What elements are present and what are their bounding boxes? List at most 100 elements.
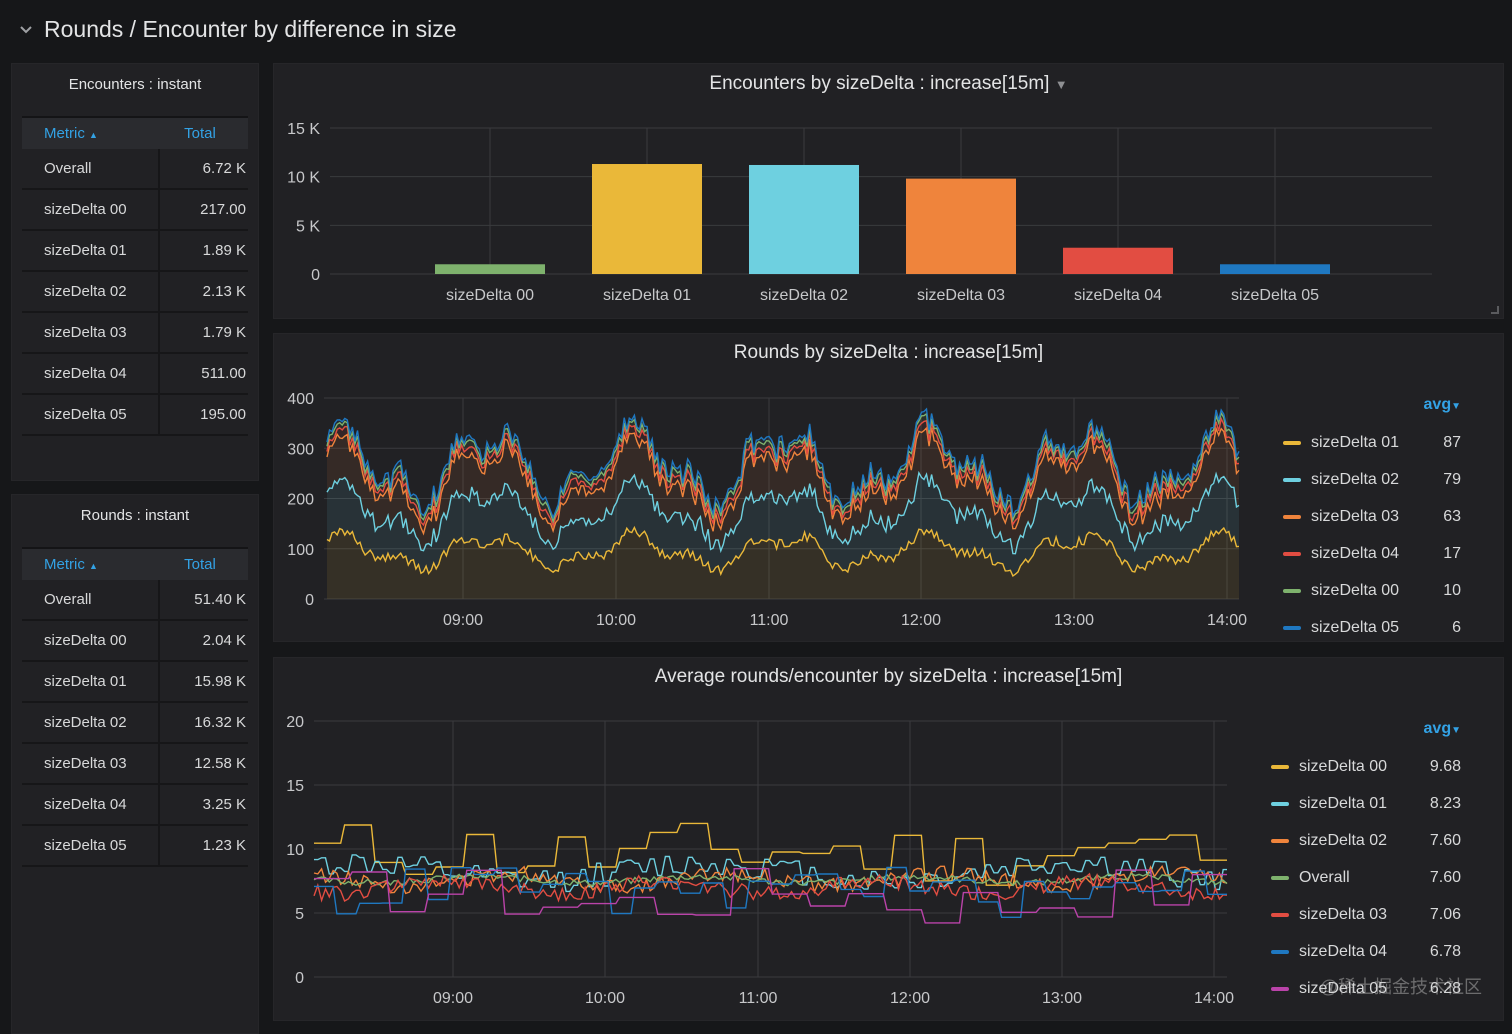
panel-title: Rounds : instant	[80, 507, 190, 524]
legend-series-name[interactable]: Overall	[1299, 868, 1350, 886]
legend-sort-avg[interactable]: avg▼	[1423, 720, 1461, 737]
series-color-swatch[interactable]	[1283, 440, 1301, 445]
series-color-swatch[interactable]	[1271, 764, 1289, 769]
legend-series-name[interactable]: sizeDelta 02	[1311, 470, 1400, 488]
table-row: sizeDelta 04 511.00	[22, 354, 248, 395]
legend-item[interactable]: sizeDelta 02 7.60	[1257, 822, 1489, 859]
legend-item[interactable]: Overall 7.60	[1257, 859, 1489, 896]
metric-column-header[interactable]: Metric ▲	[44, 125, 98, 142]
metric-cell: sizeDelta 03	[22, 744, 160, 783]
series-color-swatch[interactable]	[1271, 838, 1289, 843]
legend-series-name[interactable]: sizeDelta 01	[1299, 794, 1388, 812]
y-tick-label: 0	[305, 592, 314, 609]
series-color-swatch[interactable]	[1271, 949, 1289, 954]
total-cell: 6.72 K	[202, 160, 246, 177]
legend-series-avg: 79	[1443, 470, 1461, 488]
series-color-swatch[interactable]	[1271, 986, 1289, 991]
avg-rounds-line-chart[interactable]: 0 5 10 15 20 09:00 10:00 11:00 12:00 13:00 14:00	[274, 658, 1249, 1022]
series-color-swatch[interactable]	[1283, 551, 1301, 556]
bar	[435, 264, 545, 274]
total-cell: 1.23 K	[202, 837, 246, 854]
legend-series-avg: 6.28	[1429, 979, 1461, 997]
x-tick-label: 11:00	[739, 990, 778, 1007]
series-line	[313, 872, 1228, 903]
series-color-swatch[interactable]	[1283, 514, 1301, 519]
metric-cell: sizeDelta 02	[22, 703, 160, 742]
rounds-area-chart[interactable]: 0 100 200 300 400 09:00 10:00 11:00 12:00 13:00 14…	[274, 334, 1264, 643]
legend-item[interactable]: sizeDelta 04 6.78	[1257, 933, 1489, 970]
total-cell: 195.00	[200, 406, 246, 423]
table-row: sizeDelta 01 1.89 K	[22, 231, 248, 272]
total-cell: 2.13 K	[202, 283, 246, 300]
x-tick-label: sizeDelta 03	[917, 287, 1005, 304]
total-cell: 12.58 K	[194, 755, 246, 772]
series-color-swatch[interactable]	[1283, 625, 1301, 630]
series-line	[326, 470, 1240, 555]
series-color-swatch[interactable]	[1283, 477, 1301, 482]
series-line	[314, 822, 1227, 886]
legend-series-name[interactable]: sizeDelta 05	[1299, 979, 1388, 997]
panel-title[interactable]: Encounters by sizeDelta : increase[15m] …	[709, 73, 1068, 94]
metric-column-header[interactable]: Metric ▲	[44, 556, 98, 573]
total-cell: 51.40 K	[194, 591, 246, 608]
table-row: sizeDelta 02 2.13 K	[22, 272, 248, 313]
panel-title[interactable]: Rounds by sizeDelta : increase[15m]	[733, 342, 1044, 363]
legend-item[interactable]: sizeDelta 05 6.28	[1257, 970, 1489, 1007]
series-color-swatch[interactable]	[1271, 875, 1289, 880]
series-line	[326, 416, 1240, 529]
legend-series-name[interactable]: sizeDelta 00	[1311, 581, 1400, 599]
total-cell: 15.98 K	[194, 673, 246, 690]
y-tick-label: 200	[287, 492, 314, 509]
legend-item[interactable]: sizeDelta 05 6	[1269, 609, 1489, 646]
legend-series-name[interactable]: sizeDelta 03	[1299, 905, 1388, 923]
legend-series-name[interactable]: sizeDelta 00	[1299, 757, 1388, 775]
legend-series-avg: 6.78	[1429, 942, 1461, 960]
sort-asc-icon: ▲	[89, 130, 98, 140]
metric-cell: sizeDelta 02	[22, 272, 160, 311]
y-tick-label: 100	[287, 542, 314, 559]
table-row: sizeDelta 05 1.23 K	[22, 826, 248, 867]
legend-item[interactable]: sizeDelta 01 87	[1269, 424, 1489, 461]
row-header[interactable]: Rounds / Encounter by difference in size	[18, 14, 457, 44]
panel-title[interactable]: Average rounds/encounter by sizeDelta : …	[654, 666, 1123, 687]
series-color-swatch[interactable]	[1283, 588, 1301, 593]
y-tick-label: 10	[286, 842, 304, 859]
legend-series-name[interactable]: sizeDelta 05	[1311, 618, 1400, 636]
encounters-bar-panel: Encounters by sizeDelta : increase[15m] …	[273, 63, 1504, 319]
legend-series-name[interactable]: sizeDelta 02	[1299, 831, 1388, 849]
rounds-legend: avg▼ sizeDelta 01 87 sizeDelta 02 79 sizeDel…	[1269, 396, 1489, 646]
resize-handle-icon[interactable]	[1491, 306, 1499, 314]
watermark: @稀土掘金技术社区	[1319, 977, 1482, 997]
legend-sort-avg[interactable]: avg▼	[1423, 396, 1461, 413]
legend-series-avg: 87	[1443, 433, 1461, 451]
series-line	[326, 525, 1240, 577]
legend-item[interactable]: sizeDelta 00 10	[1269, 572, 1489, 609]
metric-cell: sizeDelta 04	[22, 785, 160, 824]
chevron-down-icon[interactable]	[18, 21, 34, 37]
series-color-swatch[interactable]	[1271, 801, 1289, 806]
legend-series-name[interactable]: sizeDelta 04	[1311, 544, 1400, 562]
table-row: sizeDelta 03 1.79 K	[22, 313, 248, 354]
series-area	[327, 472, 1239, 576]
legend-series-name[interactable]: sizeDelta 03	[1311, 507, 1400, 525]
metric-cell: Overall	[22, 580, 160, 619]
rounds-table-panel: Rounds : instant Metric ▲ Total Overall 5…	[11, 494, 259, 1034]
series-color-swatch[interactable]	[1271, 912, 1289, 917]
metric-cell: sizeDelta 04	[22, 354, 160, 393]
legend-item[interactable]: sizeDelta 01 8.23	[1257, 785, 1489, 822]
legend-item[interactable]: sizeDelta 03 63	[1269, 498, 1489, 535]
legend-item[interactable]: sizeDelta 00 9.68	[1257, 748, 1489, 785]
panel-menu-caret-icon[interactable]: ▼	[1054, 77, 1068, 92]
legend-series-name[interactable]: sizeDelta 01	[1311, 433, 1400, 451]
legend-series-name[interactable]: sizeDelta 04	[1299, 942, 1388, 960]
legend-item[interactable]: sizeDelta 03 7.06	[1257, 896, 1489, 933]
legend-item[interactable]: sizeDelta 04 17	[1269, 535, 1489, 572]
legend-item[interactable]: sizeDelta 02 79	[1269, 461, 1489, 498]
rounds-graph-panel: Rounds by sizeDelta : increase[15m] 0 100…	[273, 333, 1504, 642]
rounds-table: Metric ▲ Total Overall 51.40 K sizeDelta 0…	[22, 547, 248, 867]
metric-cell: sizeDelta 05	[22, 826, 160, 865]
total-column-header[interactable]: Total	[184, 125, 216, 142]
avg-rounds-legend: avg▼ sizeDelta 00 9.68 sizeDelta 01 8.23 siz…	[1257, 720, 1489, 1007]
table-row: sizeDelta 03 12.58 K	[22, 744, 248, 785]
total-column-header[interactable]: Total	[184, 556, 216, 573]
